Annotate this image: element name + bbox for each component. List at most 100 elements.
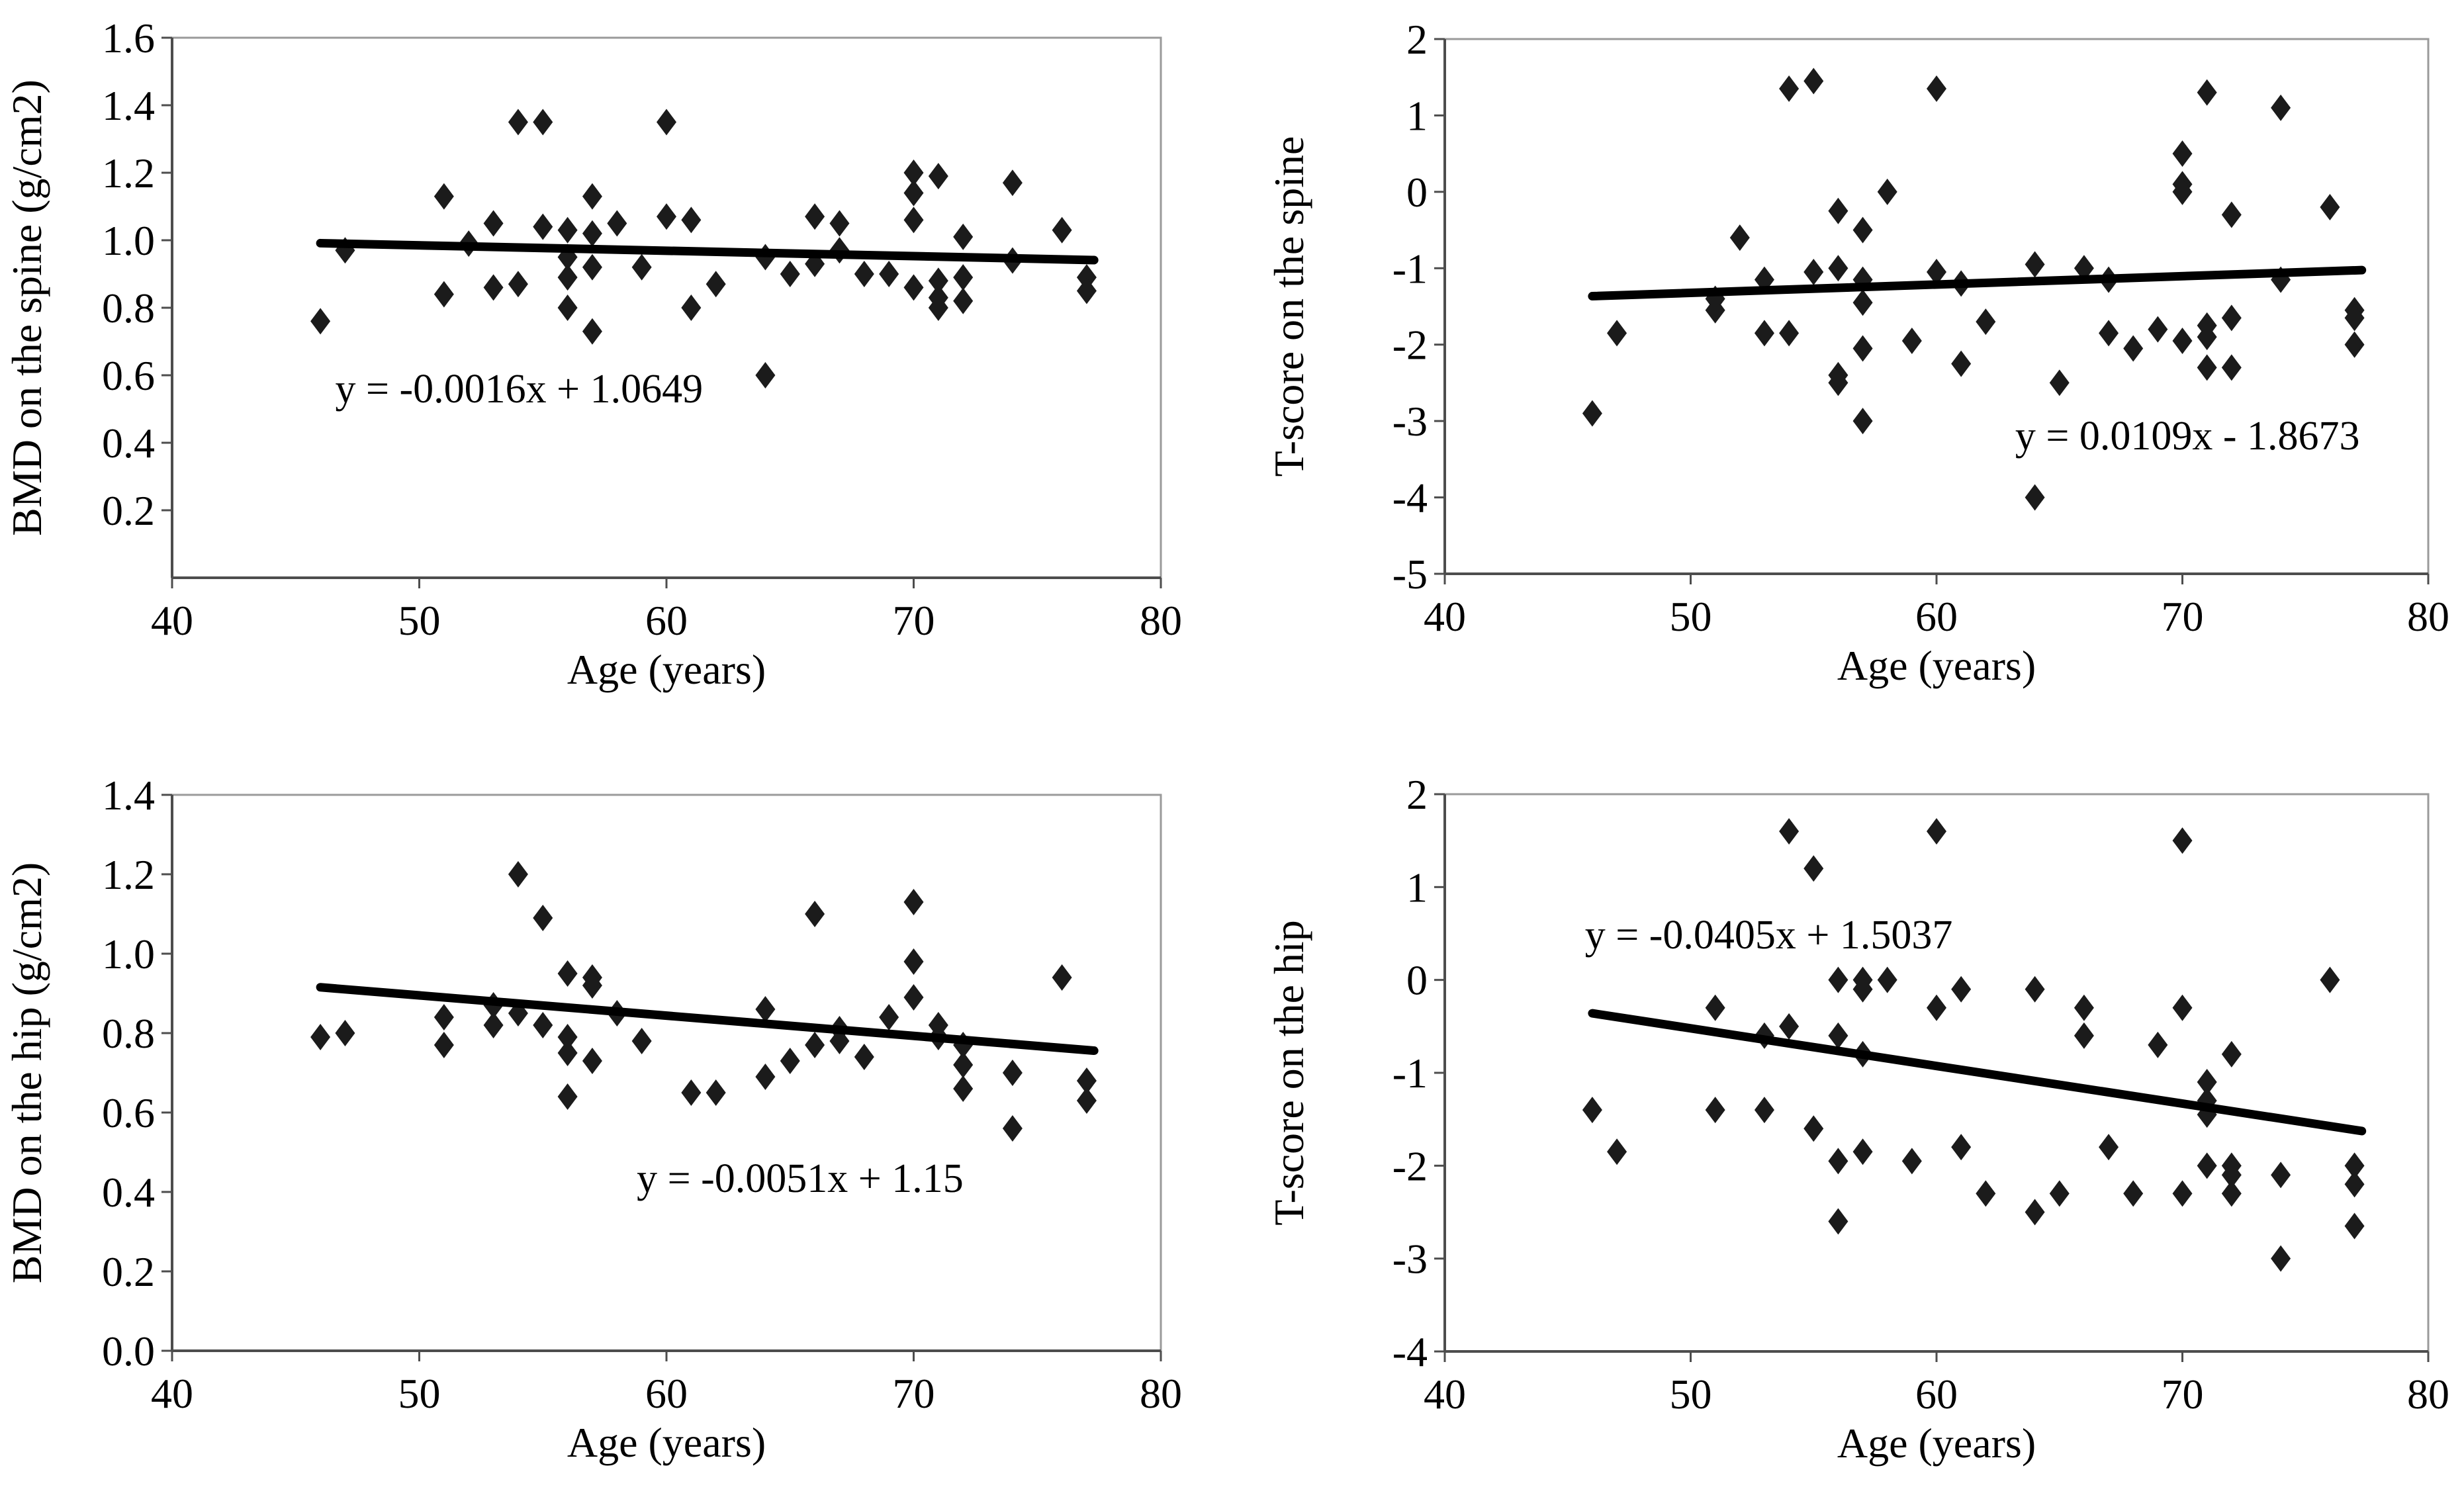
- data-point: [2172, 327, 2193, 354]
- x-tick-label: 80: [1140, 1370, 1182, 1417]
- data-point: [928, 295, 948, 321]
- data-point: [928, 163, 948, 190]
- data-point: [2074, 994, 2094, 1021]
- data-point: [2271, 1161, 2291, 1189]
- x-tick-label: 70: [893, 597, 935, 644]
- data-point: [657, 203, 676, 230]
- data-point: [1951, 976, 1972, 1003]
- data-point: [1582, 1097, 1602, 1124]
- data-point: [1754, 320, 1774, 347]
- data-point: [1803, 68, 1824, 95]
- y-tick-label: 2: [1406, 771, 1428, 818]
- data-point: [335, 1020, 355, 1046]
- data-point: [1002, 1115, 1023, 1142]
- data-point: [953, 1075, 974, 1102]
- y-axis-title: T-score on the spine: [1265, 136, 1312, 477]
- data-point: [557, 1024, 578, 1050]
- y-tick-label: 0: [1406, 957, 1428, 1004]
- data-point: [1002, 169, 1023, 197]
- data-point: [2099, 320, 2119, 347]
- data-point: [1582, 400, 1602, 427]
- data-point: [681, 1079, 702, 1106]
- data-point: [557, 1083, 578, 1110]
- y-tick-label: 1.0: [102, 931, 155, 978]
- data-point: [1779, 1013, 1800, 1040]
- y-tick-label: -1: [1392, 245, 1428, 292]
- data-point: [2197, 1069, 2217, 1096]
- chart-bmd-spine: 40 50 60 70 80 0.2 0.4 0.6 0.8 1.0 1.2 1.4 1.6 y = -0…: [0, 0, 1232, 751]
- data-point: [1828, 966, 1848, 993]
- data-point: [483, 1012, 504, 1038]
- trendline-equation-label: y = -0.0405x + 1.5037: [1585, 913, 1953, 958]
- data-point: [2025, 1199, 2045, 1226]
- data-point: [631, 1028, 652, 1054]
- data-point: [1607, 320, 1627, 347]
- data-point: [2172, 140, 2193, 167]
- data-point: [854, 1044, 874, 1070]
- trend-line: [316, 238, 1099, 265]
- y-tick-label: 0.2: [102, 1248, 155, 1295]
- data-point: [1607, 1138, 1627, 1165]
- data-point: [483, 210, 504, 237]
- chart-tscore-hip: 40 50 60 70 80 -4 -3 -2 -1 0 1 2 y = -0.0405x + 1.50…: [1232, 751, 2464, 1503]
- data-point: [805, 1032, 825, 1058]
- chart-tscore-spine-svg: 40 50 60 70 80 -5 -4 -3 -2 -1 0 1 2 y = 0.0109x - 1.8…: [1265, 16, 2449, 689]
- data-point: [1076, 264, 1097, 291]
- data-point: [310, 1024, 331, 1050]
- data-point: [1803, 855, 1824, 882]
- x-tick-label: 60: [645, 597, 688, 644]
- trend-line: [1588, 1009, 2367, 1136]
- data-point: [533, 213, 553, 240]
- data-point: [953, 264, 974, 291]
- data-point: [433, 1004, 454, 1030]
- data-point: [2320, 193, 2340, 220]
- data-point: [582, 972, 602, 999]
- data-point: [508, 271, 528, 298]
- data-point: [557, 264, 578, 291]
- y-tick-label: 0.0: [102, 1328, 155, 1375]
- data-point: [2197, 324, 2217, 351]
- x-axis-title: Age (years): [1837, 1420, 2036, 1467]
- data-point: [2148, 1031, 2168, 1058]
- y-tick-label: 0.2: [102, 487, 155, 534]
- y-tick-label: -4: [1392, 1328, 1428, 1375]
- data-point: [582, 318, 602, 345]
- data-point: [1076, 1087, 1097, 1114]
- chart-bmd-spine-svg: 40 50 60 70 80 0.2 0.4 0.6 0.8 1.0 1.2 1.4 1.6 y = -0…: [3, 15, 1182, 693]
- chart-tscore-spine: 40 50 60 70 80 -5 -4 -3 -2 -1 0 1 2 y = 0.0109x - 1.8…: [1232, 0, 2464, 751]
- data-point: [433, 183, 454, 210]
- x-axis-title: Age (years): [567, 1419, 766, 1466]
- y-axis-title: BMD on the spine (g/cm2): [3, 79, 50, 536]
- data-point: [903, 274, 924, 301]
- data-point: [2271, 94, 2291, 121]
- trendline-equation-label: y = 0.0109x - 1.8673: [2015, 414, 2360, 459]
- y-tick-label: 1.2: [102, 851, 155, 898]
- data-point: [706, 271, 726, 298]
- trend-line: [316, 983, 1099, 1056]
- data-point: [829, 210, 850, 237]
- data-point: [582, 253, 602, 281]
- data-point: [1779, 320, 1800, 347]
- data-point: [1828, 369, 1848, 396]
- data-point: [2221, 1040, 2242, 1068]
- data-point: [1927, 818, 1946, 845]
- x-tick-label: 70: [2162, 1371, 2204, 1418]
- x-tick-label: 50: [398, 597, 441, 644]
- data-point: [2049, 1180, 2070, 1207]
- data-point: [433, 281, 454, 308]
- y-tick-label: 1: [1406, 864, 1428, 911]
- data-point: [2099, 1134, 2119, 1161]
- data-point: [780, 261, 800, 287]
- data-point: [755, 362, 776, 388]
- x-tick-label: 50: [1670, 593, 1712, 640]
- data-point: [557, 1040, 578, 1066]
- data-point: [582, 1048, 602, 1074]
- data-point: [2221, 354, 2242, 381]
- x-tick-label: 40: [1424, 1371, 1466, 1418]
- data-point: [706, 1079, 726, 1106]
- data-point: [2320, 966, 2340, 993]
- data-point: [879, 261, 899, 287]
- y-tick-label: 1.4: [102, 82, 155, 129]
- trendline-equation-label: y = -0.0016x + 1.0649: [336, 367, 704, 412]
- y-tick-label: 2: [1406, 16, 1428, 63]
